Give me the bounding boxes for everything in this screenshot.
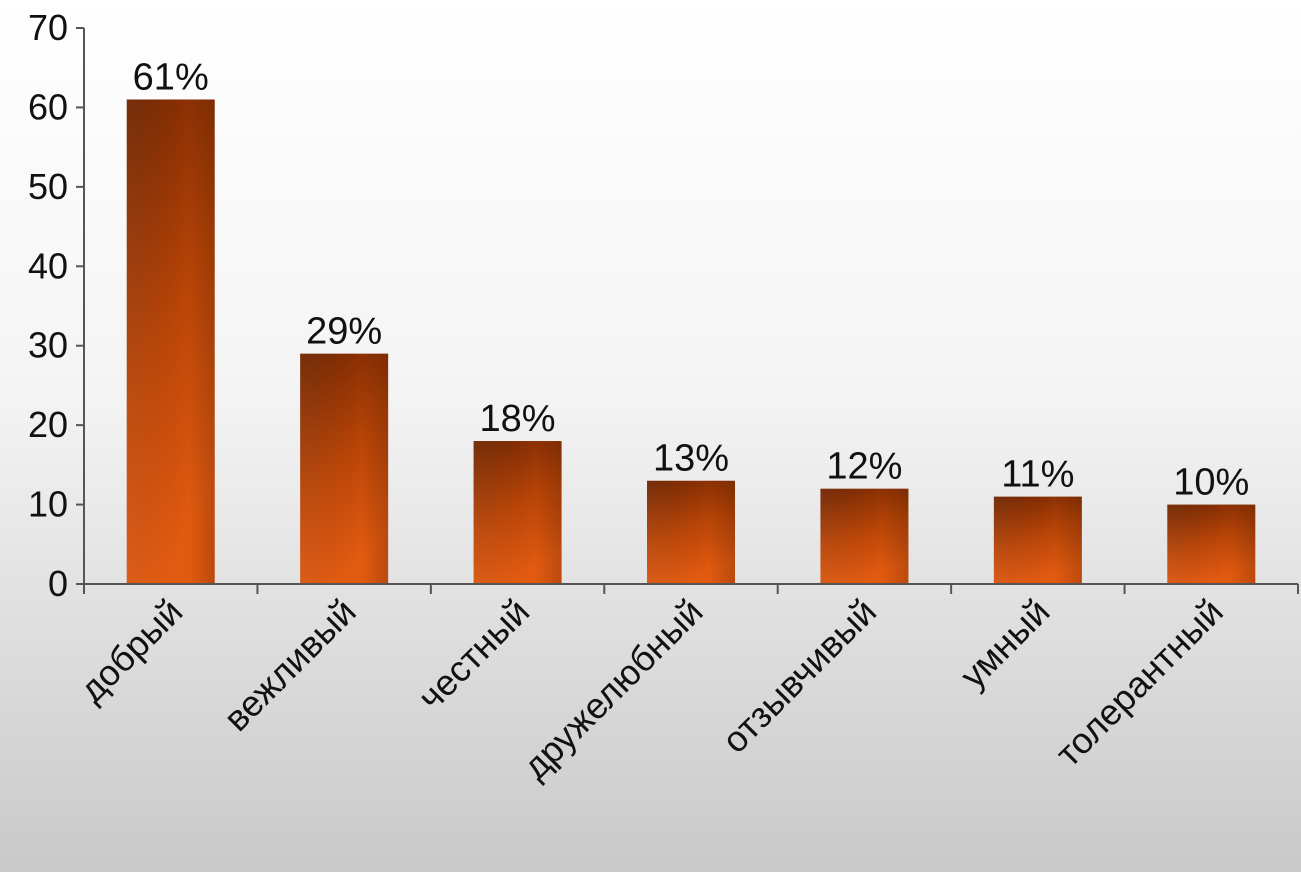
y-tick-label: 20 [28,404,68,445]
category-label: честный [410,591,537,718]
data-label: 12% [826,446,902,488]
bar-4 [647,480,735,584]
y-tick-label: 70 [28,7,68,48]
data-label: 13% [653,438,729,480]
data-label: 29% [306,311,382,353]
data-label: 11% [1001,454,1074,496]
bar-shade [1167,504,1256,584]
category-label: отзывчивый [714,591,884,761]
bar-1 [126,99,215,584]
category-label: дружелюбный [514,591,710,787]
y-tick-label: 40 [28,245,68,286]
y-tick-label: 0 [48,563,68,604]
bar-shade [820,488,909,584]
data-label: 61% [133,56,209,98]
category-label: умный [952,591,1058,697]
data-label: 18% [480,398,556,440]
bar-shade [126,99,215,584]
bar-2 [300,353,389,584]
bar-shade [647,480,735,584]
y-axis-ticks: 0 10 20 30 40 50 60 70 [28,7,84,604]
category-label: вежливый [216,591,364,739]
bars [126,99,1256,584]
bar-shade [300,353,389,584]
category-label: добрый [71,591,190,710]
bar-shade [473,441,562,584]
bar-7 [1167,504,1256,584]
x-axis-ticks [83,584,1299,594]
y-tick-label: 50 [28,166,68,207]
bar-5 [820,488,909,584]
bar-6 [993,496,1082,584]
bar-shade [993,496,1082,584]
category-label: толерантный [1047,591,1231,775]
y-tick-label: 30 [28,325,68,366]
y-tick-label: 60 [28,86,68,127]
data-labels: 61% 29% 18% 13% 12% 11% 10% [133,56,1250,503]
data-label: 10% [1173,462,1249,504]
y-tick-label: 10 [28,484,68,525]
bar-3 [473,441,562,584]
